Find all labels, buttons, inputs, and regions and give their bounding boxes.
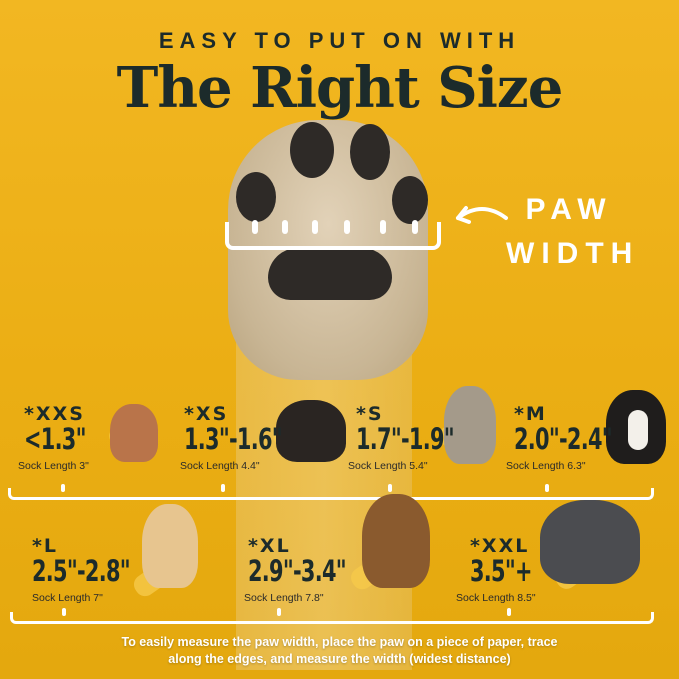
size-width: 2.0"-2.4" [514,422,613,456]
measure-dash [312,220,318,234]
size-name: *XS [184,403,229,425]
size-width: 2.5"-2.8" [32,554,131,588]
sock-length: Sock Length 6.3" [506,460,586,472]
page-title: The Right Size [116,55,564,121]
french-bulldog-image [444,386,496,464]
size-name: *XXS [24,403,85,425]
paw-label-line2: WIDTH [506,237,640,270]
great-dane-image [540,500,640,584]
size-name: *M [514,403,547,425]
yorkshire-terrier-image [276,400,346,462]
chihuahua-image [110,404,158,462]
size-bracket-row1 [8,488,654,500]
measure-dash [412,220,418,234]
sock-length: Sock Length 7" [32,592,103,604]
size-name: *XXL [470,535,530,557]
size-width: 1.3"-1.6" [184,422,283,456]
paw-toe [392,176,428,224]
size-xxs: *XXS <1.3" [24,404,110,454]
paw-toe [236,172,276,222]
paw-toe [350,124,390,180]
german-shepherd-image [362,494,430,588]
footer-line2: along the edges, and measure the width (… [168,652,511,666]
sock-length: Sock Length 8.5" [456,592,536,604]
measure-dash [282,220,288,234]
size-s: *S 1.7"-1.9" [356,404,492,454]
size-l: *L 2.5"-2.8" [32,536,168,586]
arrow-left-icon [456,206,508,224]
measure-dash [252,220,258,234]
size-width: 1.7"-1.9" [356,422,455,456]
footer-line1: To easily measure the paw width, place t… [121,635,558,649]
sock-length: Sock Length 3" [18,460,89,472]
size-name: *S [356,403,384,425]
paw-width-measure-line [225,222,441,250]
size-xxl: *XXL 3.5"+ [470,536,556,586]
size-name: *XL [248,535,291,557]
measure-dash [344,220,350,234]
paw-label-line1: PAW [525,193,613,226]
size-xl: *XL 2.9"-3.4" [248,536,384,586]
golden-retriever-image [142,504,198,588]
size-width: <1.3" [24,422,86,456]
size-width: 2.9"-3.4" [248,554,347,588]
size-bracket-row2 [10,612,654,624]
paw-toe [290,122,334,178]
measure-instructions: To easily measure the paw width, place t… [0,634,679,668]
paw-pad [268,248,392,300]
sock-length: Sock Length 7.8" [244,592,324,604]
size-m: *M 2.0"-2.4" [514,404,650,454]
paw-width-label: PAW WIDTH [506,188,632,276]
measure-dash [380,220,386,234]
size-width: 3.5"+ [470,554,532,588]
sock-length: Sock Length 4.4" [180,460,260,472]
subtitle: EASY TO PUT ON WITH [158,28,521,53]
sock-length: Sock Length 5.4" [348,460,428,472]
size-name: *L [32,535,59,557]
size-xs: *XS 1.3"-1.6" [184,404,320,454]
